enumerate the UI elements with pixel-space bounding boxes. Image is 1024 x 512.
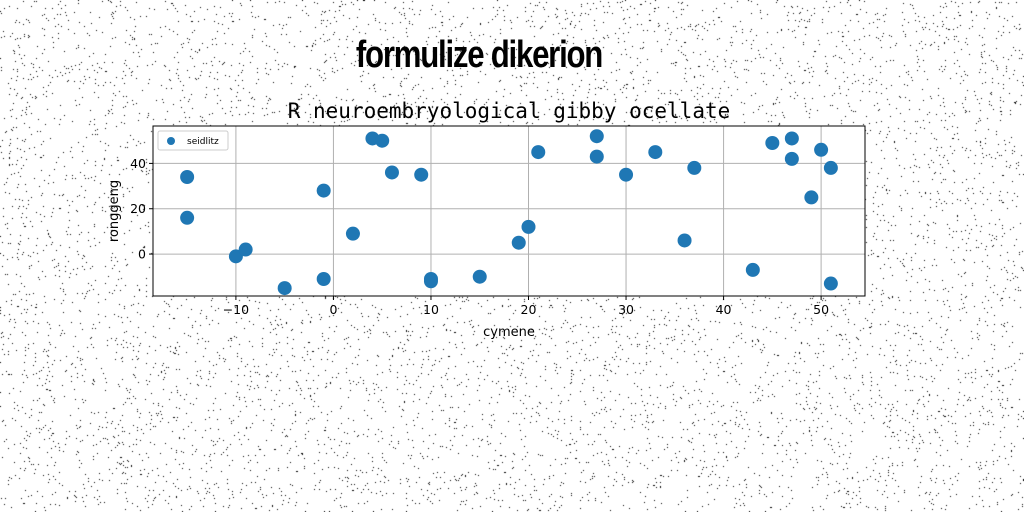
- data-point: [423, 274, 438, 289]
- data-point: [765, 136, 780, 150]
- x-tick-label: 10: [423, 302, 439, 317]
- y-tick-label: 40: [130, 156, 146, 171]
- chart-title: R neuroembryological gibby ocellate: [288, 99, 731, 123]
- page-title: formulize dikerion: [355, 34, 603, 76]
- data-point: [521, 219, 536, 234]
- data-point: [687, 160, 702, 175]
- data-point: [589, 129, 604, 144]
- x-tick-label: 0: [329, 302, 337, 317]
- legend: seidlitz: [157, 130, 229, 151]
- data-point: [414, 167, 429, 182]
- plot-frame: [152, 125, 866, 297]
- data-point: [345, 226, 360, 241]
- data-point: [677, 233, 692, 248]
- data-point: [180, 170, 195, 184]
- data-point: [531, 145, 546, 160]
- data-point: [228, 249, 243, 264]
- x-tick-label: 20: [521, 302, 537, 317]
- data-point: [784, 131, 799, 146]
- data-point: [745, 262, 760, 277]
- x-tick-label: 30: [618, 302, 634, 317]
- data-point: [277, 281, 292, 296]
- data-point: [823, 160, 838, 175]
- data-point: [316, 183, 331, 198]
- data-point: [316, 272, 331, 286]
- legend-label: seidlitz: [187, 137, 219, 147]
- data-point: [180, 210, 195, 225]
- data-points: [180, 129, 838, 296]
- data-point: [589, 149, 604, 164]
- grid: [153, 126, 865, 296]
- data-point: [619, 167, 634, 182]
- data-point: [375, 133, 390, 148]
- x-tick-label: −10: [223, 302, 249, 317]
- y-tick-label: 0: [138, 247, 146, 262]
- data-point: [823, 276, 838, 291]
- x-tick-label: 40: [716, 302, 732, 317]
- data-point: [784, 151, 799, 166]
- data-point: [648, 145, 663, 160]
- y-axis-label: ronggeng: [107, 180, 122, 242]
- data-point: [472, 269, 487, 284]
- data-point: [384, 165, 399, 180]
- axis-ticks: −10 0 10 20 30 40 50 0 20 40: [130, 156, 829, 317]
- y-tick-label: 20: [130, 201, 146, 216]
- data-point: [511, 235, 526, 250]
- x-tick-label: 50: [813, 302, 829, 317]
- x-axis-label: cymene: [483, 325, 535, 340]
- data-point: [804, 190, 819, 205]
- legend-box: [157, 130, 229, 151]
- data-point: [238, 242, 253, 257]
- legend-marker: [167, 137, 175, 145]
- data-point: [814, 142, 829, 157]
